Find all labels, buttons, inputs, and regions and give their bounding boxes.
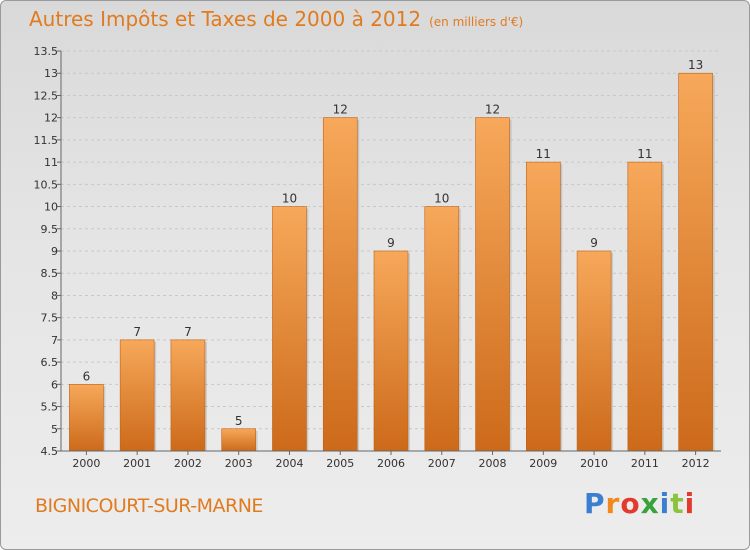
y-tick-label: 11.5 <box>34 134 59 147</box>
bar-2004 <box>272 206 307 452</box>
data-label: 7 <box>184 325 192 339</box>
bar-2003 <box>221 428 256 452</box>
logo-letter: x <box>640 487 660 520</box>
data-label: 11 <box>536 147 551 161</box>
y-tick-label: 5.5 <box>41 401 59 414</box>
logo-letter: i <box>684 487 696 520</box>
bar-2011 <box>627 161 663 452</box>
logo-letter: o <box>620 487 641 520</box>
y-tick-label: 13 <box>44 67 58 80</box>
y-tick-label: 9 <box>51 245 58 258</box>
bar-2002 <box>170 339 206 452</box>
x-tick-label: 2005 <box>326 457 354 470</box>
logo-letter: t <box>670 487 685 520</box>
bar-2008 <box>475 117 510 452</box>
x-axis: 2000 2001 2002 2003 2004 2005 2006 2007 2008 2009… <box>61 450 721 470</box>
y-tick-label: 8.5 <box>41 267 59 280</box>
y-tick-label: 5 <box>51 423 58 436</box>
bar-2007 <box>424 206 460 452</box>
x-tick-label: 2001 <box>123 457 151 470</box>
data-label: 10 <box>282 192 297 206</box>
x-tick-label: 2009 <box>529 457 557 470</box>
proxiti-logo: Proxiti <box>584 487 695 520</box>
bar-2010 <box>576 250 612 452</box>
bar-2005 <box>322 117 358 452</box>
data-label: 9 <box>387 236 395 250</box>
data-label: 6 <box>83 369 91 383</box>
data-label: 7 <box>133 325 141 339</box>
x-tick-label: 2007 <box>428 457 456 470</box>
x-tick-label: 2010 <box>580 457 608 470</box>
x-tick-label: 2000 <box>72 457 100 470</box>
y-tick-label: 4.5 <box>41 445 59 458</box>
data-label: 5 <box>235 414 243 428</box>
y-tick-label: 7.5 <box>41 312 59 325</box>
title-unit: (en milliers d'€) <box>429 15 524 29</box>
title-text: Autres Impôts et Taxes de 2000 à 2012 <box>29 7 422 31</box>
y-tick-label: 6.5 <box>41 356 59 369</box>
bar-2012 <box>678 72 713 452</box>
data-label: 12 <box>485 103 500 117</box>
bar-2006 <box>373 250 409 452</box>
y-tick-label: 12.5 <box>34 89 59 102</box>
data-label: 13 <box>688 58 703 72</box>
bars: 6 7 7 5 10 12 9 10 12 11 9 11 13 <box>69 58 715 452</box>
logo-letter: r <box>605 487 621 520</box>
chart-title: Autres Impôts et Taxes de 2000 à 2012 (en… <box>29 7 523 31</box>
data-label: 9 <box>590 236 598 250</box>
x-tick-label: 2011 <box>631 457 659 470</box>
commune-name: BIGNICOURT-SUR-MARNE <box>35 495 263 517</box>
y-tick-label: 10 <box>44 201 58 214</box>
y-tick-label: 10.5 <box>34 178 59 191</box>
y-tick-label: 12 <box>44 112 58 125</box>
x-tick-label: 2004 <box>275 457 303 470</box>
logo-letter: i <box>659 487 671 520</box>
data-label: 12 <box>333 103 348 117</box>
bar-2001 <box>119 339 155 452</box>
x-tick-label: 2003 <box>225 457 253 470</box>
y-tick-label: 9.5 <box>41 223 59 236</box>
y-tick-label: 6 <box>51 378 58 391</box>
bar-2009 <box>526 161 561 452</box>
x-tick-label: 2006 <box>377 457 405 470</box>
y-tick-label: 8 <box>51 289 58 302</box>
data-label: 10 <box>434 192 449 206</box>
y-tick-label: 7 <box>51 334 58 347</box>
y-tick-label: 13.5 <box>34 45 59 58</box>
y-axis: 4.5 5 5.5 6 6.5 7 7.5 8 8.5 9 9.5 10 10.5 11 11.5 12 12.… <box>34 45 62 458</box>
data-label: 11 <box>637 147 652 161</box>
bar-2000 <box>69 384 104 452</box>
logo-letter: P <box>584 487 606 520</box>
x-tick-label: 2002 <box>174 457 202 470</box>
x-tick-label: 2012 <box>682 457 710 470</box>
x-tick-label: 2008 <box>479 457 507 470</box>
y-tick-label: 11 <box>44 156 58 169</box>
